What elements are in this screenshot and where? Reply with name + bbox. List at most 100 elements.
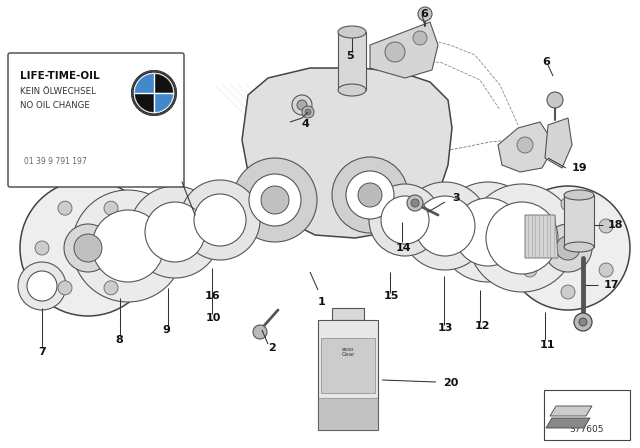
Text: 17: 17 (604, 280, 620, 290)
Circle shape (27, 271, 57, 301)
Circle shape (72, 190, 184, 302)
Circle shape (297, 100, 307, 110)
Circle shape (358, 183, 382, 207)
Circle shape (561, 285, 575, 299)
Text: 6: 6 (420, 9, 428, 19)
Text: 14: 14 (396, 243, 412, 253)
Text: 9: 9 (162, 325, 170, 335)
Circle shape (194, 194, 246, 246)
Text: LIFE-TIME-OIL: LIFE-TIME-OIL (20, 71, 100, 81)
Wedge shape (154, 93, 173, 112)
Circle shape (261, 186, 289, 214)
Circle shape (454, 198, 522, 266)
Ellipse shape (564, 242, 594, 252)
Circle shape (302, 106, 314, 118)
Circle shape (35, 241, 49, 255)
Circle shape (523, 219, 537, 233)
Text: 377605: 377605 (570, 425, 604, 434)
Circle shape (407, 195, 423, 211)
Circle shape (64, 224, 112, 272)
Polygon shape (545, 118, 572, 168)
Circle shape (506, 186, 630, 310)
Bar (318, 320, 378, 430)
Circle shape (127, 241, 141, 255)
Circle shape (418, 7, 432, 21)
Text: 4: 4 (302, 119, 310, 129)
Bar (321, 338, 375, 393)
Circle shape (18, 262, 66, 310)
Circle shape (253, 325, 267, 339)
Circle shape (74, 234, 102, 262)
Bar (332, 308, 364, 320)
Text: 01 39 9 791 197: 01 39 9 791 197 (24, 157, 87, 166)
Circle shape (599, 263, 613, 277)
Circle shape (381, 196, 429, 244)
Text: 7: 7 (38, 347, 45, 357)
Circle shape (411, 199, 419, 207)
Text: 20: 20 (443, 378, 458, 388)
Ellipse shape (338, 84, 366, 96)
Text: 13: 13 (438, 323, 453, 333)
Text: 2: 2 (268, 343, 276, 353)
Circle shape (305, 109, 311, 115)
Circle shape (369, 184, 441, 256)
Ellipse shape (564, 190, 594, 200)
Circle shape (58, 281, 72, 295)
Circle shape (556, 236, 580, 260)
Polygon shape (525, 215, 558, 258)
Wedge shape (135, 93, 154, 112)
Polygon shape (546, 418, 590, 428)
Text: 6: 6 (542, 57, 550, 67)
Text: 18: 18 (608, 220, 623, 230)
Circle shape (401, 182, 489, 270)
Polygon shape (370, 22, 438, 78)
Bar (544, 390, 630, 440)
Wedge shape (154, 74, 173, 93)
Circle shape (385, 42, 405, 62)
Circle shape (145, 202, 205, 262)
Circle shape (599, 219, 613, 233)
Circle shape (20, 180, 156, 316)
Bar (338, 32, 366, 90)
Ellipse shape (338, 26, 366, 38)
Text: 16: 16 (205, 291, 221, 301)
Text: 8: 8 (115, 335, 123, 345)
Text: 1: 1 (318, 297, 326, 307)
Circle shape (547, 92, 563, 108)
Text: 12: 12 (475, 321, 490, 331)
Circle shape (134, 73, 174, 113)
Circle shape (132, 71, 176, 115)
Circle shape (180, 180, 260, 260)
Circle shape (104, 201, 118, 215)
Text: 19: 19 (572, 163, 588, 173)
Circle shape (438, 182, 538, 282)
Polygon shape (550, 406, 592, 416)
Text: 11: 11 (540, 340, 556, 350)
Text: esso
Gear: esso Gear (341, 347, 355, 358)
Circle shape (104, 281, 118, 295)
Circle shape (332, 157, 408, 233)
Circle shape (233, 158, 317, 242)
Text: KEIN ÖLWECHSEL: KEIN ÖLWECHSEL (20, 87, 96, 96)
Text: 10: 10 (206, 313, 221, 323)
Circle shape (574, 313, 592, 331)
Bar (564, 195, 594, 247)
Circle shape (523, 263, 537, 277)
Polygon shape (242, 68, 452, 238)
Text: NO OIL CHANGE: NO OIL CHANGE (20, 101, 90, 110)
FancyBboxPatch shape (8, 53, 184, 187)
Circle shape (544, 224, 592, 272)
Polygon shape (498, 122, 555, 172)
Text: 15: 15 (384, 291, 399, 301)
Circle shape (486, 202, 558, 274)
Circle shape (292, 95, 312, 115)
Circle shape (579, 318, 587, 326)
Circle shape (346, 171, 394, 219)
Circle shape (92, 210, 164, 282)
Text: 3: 3 (452, 193, 460, 203)
Text: 5: 5 (346, 51, 354, 61)
Circle shape (415, 196, 475, 256)
Circle shape (58, 201, 72, 215)
Circle shape (249, 174, 301, 226)
Circle shape (413, 31, 427, 45)
